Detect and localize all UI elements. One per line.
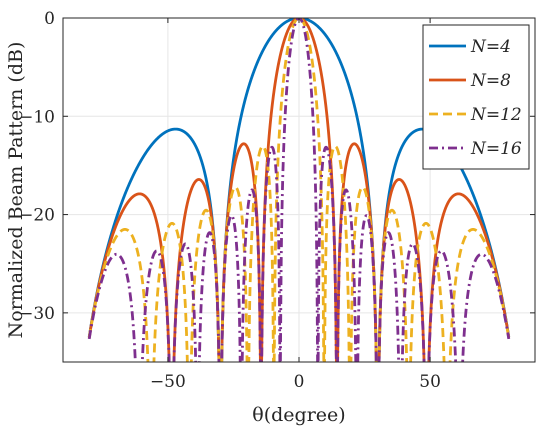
- x-tick-label: 0: [294, 372, 305, 392]
- legend-box: [422, 24, 530, 170]
- legend-label-n8: N=8: [470, 71, 511, 91]
- x-tick-label: −50: [150, 372, 186, 392]
- y-tick-label: −10: [19, 107, 55, 127]
- x-tick-label: 50: [419, 372, 441, 392]
- y-tick-label: −30: [19, 304, 55, 324]
- y-tick-label: −20: [19, 206, 55, 226]
- series-line-n12: [87, 18, 511, 362]
- legend-label-n12: N=12: [470, 105, 522, 125]
- legend-label-n4: N=4: [470, 37, 511, 57]
- legend: N=4 N=8 N=12 N=16: [422, 24, 530, 170]
- y-axis-label: Normalized Beam Pattern (dB): [5, 42, 27, 339]
- series-line-n8: [87, 18, 511, 362]
- ticks: −50 0 50 0 −10 −20 −30: [19, 9, 535, 392]
- y-tick-label: 0: [44, 9, 55, 29]
- x-axis-label: θ(degree): [252, 404, 345, 426]
- legend-label-n16: N=16: [470, 139, 522, 159]
